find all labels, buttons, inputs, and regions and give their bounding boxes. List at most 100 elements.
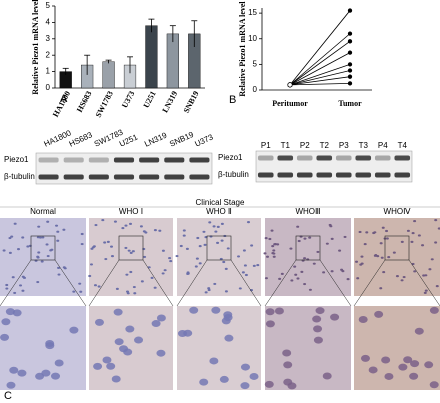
cell — [402, 275, 406, 279]
cell — [17, 248, 21, 251]
cell — [400, 240, 404, 243]
series-line — [289, 40, 351, 86]
cell — [131, 250, 135, 253]
y-tick-label: 15 — [248, 8, 257, 17]
cell — [325, 242, 329, 245]
cell — [308, 236, 312, 239]
y-tick-label: 10 — [248, 34, 257, 43]
cell — [360, 354, 370, 362]
series-line — [289, 63, 351, 86]
cell — [220, 222, 224, 225]
cell — [222, 260, 226, 264]
stage-label: WHO Ⅰ — [119, 207, 143, 216]
cell — [249, 372, 259, 380]
x-tick-label: SNB19 — [182, 90, 201, 115]
cell — [57, 266, 61, 269]
band — [139, 157, 160, 163]
zoom-box — [206, 235, 232, 261]
cell — [238, 287, 242, 290]
cell — [88, 274, 92, 278]
cell — [93, 362, 103, 370]
cell — [151, 320, 161, 328]
cell — [434, 219, 438, 222]
cell — [126, 292, 130, 295]
row-label: β-tubulin — [218, 170, 249, 179]
cell — [381, 226, 385, 229]
cell — [1, 318, 11, 326]
cell — [94, 223, 98, 227]
cell — [219, 375, 229, 383]
cell — [45, 342, 55, 350]
panel-label: B — [229, 94, 236, 106]
cell — [359, 263, 363, 266]
row-label: Piezo1 — [218, 153, 243, 162]
cell — [380, 256, 384, 259]
y-tick-label: 5 — [46, 1, 51, 10]
cell — [282, 349, 292, 357]
row-label: β-tubulin — [4, 172, 35, 181]
cell — [313, 336, 323, 344]
cell — [6, 381, 16, 389]
cell — [265, 320, 275, 328]
band — [316, 155, 333, 161]
cell — [356, 277, 360, 280]
y-tick-label: 0 — [253, 85, 258, 94]
cell — [156, 314, 166, 322]
cell — [179, 244, 183, 248]
cell — [264, 237, 268, 240]
cell — [89, 263, 93, 266]
cell — [13, 291, 17, 295]
band — [189, 174, 210, 180]
micrograph — [0, 218, 86, 296]
x-tick-label: Tumor — [338, 99, 362, 108]
cell — [365, 231, 369, 234]
x-tick-label: LN319 — [160, 90, 179, 115]
band — [88, 157, 109, 163]
cell — [265, 255, 269, 258]
band — [277, 155, 294, 161]
cell — [140, 280, 144, 283]
cell — [316, 250, 320, 254]
cell — [250, 244, 254, 247]
cell — [368, 366, 378, 374]
cell — [150, 276, 154, 279]
cell — [124, 224, 128, 227]
cell — [381, 356, 391, 364]
cell — [5, 283, 9, 287]
cell — [435, 285, 439, 288]
cell — [115, 287, 119, 290]
cell — [330, 313, 340, 321]
y-tick-label: 5 — [253, 59, 258, 68]
stage-label: WHOⅢ — [295, 207, 320, 216]
cell — [198, 244, 202, 248]
lane-label: T1 — [281, 141, 291, 150]
lane-label: T2 — [320, 141, 330, 150]
band — [316, 172, 333, 178]
cell — [343, 235, 347, 239]
band — [164, 157, 185, 163]
cell — [385, 229, 389, 233]
cell — [62, 228, 66, 231]
x-tick-label: Peritumor — [272, 99, 308, 108]
cell — [113, 220, 117, 223]
cell — [9, 366, 19, 374]
cell — [104, 257, 108, 261]
point — [347, 50, 353, 55]
lane-label: HA1800 — [43, 128, 74, 149]
cell — [287, 382, 297, 390]
cell — [237, 255, 241, 258]
cell — [373, 254, 377, 257]
cell — [41, 369, 51, 377]
cell — [414, 327, 424, 335]
cell — [56, 239, 60, 242]
band — [88, 174, 109, 180]
cell — [392, 251, 396, 254]
panel-label: A — [60, 93, 68, 105]
point — [347, 31, 353, 36]
cell — [213, 282, 217, 286]
cell — [303, 237, 307, 240]
band — [394, 155, 411, 161]
cell — [124, 246, 128, 250]
cell — [303, 282, 307, 286]
band — [277, 172, 294, 178]
